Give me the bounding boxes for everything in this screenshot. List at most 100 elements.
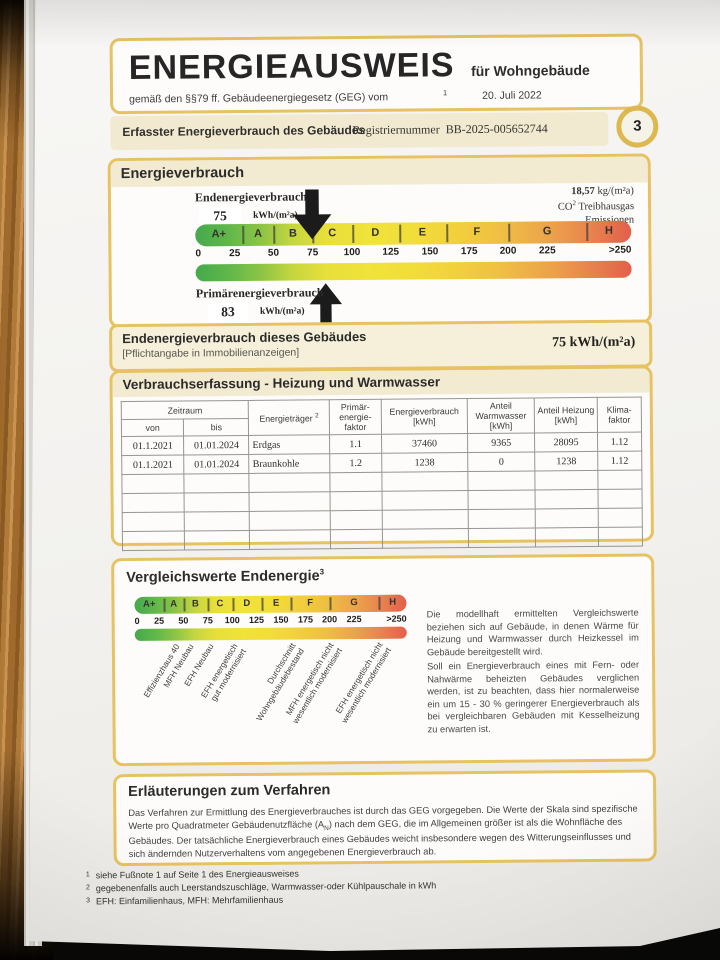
certificate-subtitle: für Wohngebäude: [470, 61, 590, 80]
law-footnote-ref: 1: [442, 87, 448, 97]
registry-bar: Erfasster Energieverbrauch des Gebäudes …: [110, 111, 609, 151]
section-title: Energieverbrauch: [120, 165, 245, 183]
scale-tick: 75: [202, 615, 213, 626]
comparison-paragraph: Soll ein Energieverbrauch eines mit Fern…: [427, 659, 640, 735]
energy-gradient-band: [195, 260, 632, 282]
header-box: ENERGIEAUSWEIS für Wohngebäude gemäß den…: [109, 33, 644, 115]
scale-class-label: F: [307, 597, 314, 609]
scale-class-label: D: [243, 597, 251, 610]
comparison-text: Die modellhaft ermittelten Vergleichswer…: [427, 607, 640, 736]
law-text: gemäß den §§79 ff. Gebäudeenergiegesetz …: [129, 90, 389, 106]
consumption-table: Zeitraum Energieträger 2 Primär- energie…: [121, 397, 643, 552]
down-arrow-icon: [291, 189, 333, 240]
comparison-labels: Effizienzhaus 40 MFH Neubau EFH Neubau E…: [135, 640, 408, 758]
comparison-scale: A+ A B C D E F G H 0 25 50 75 100 125: [134, 594, 407, 645]
mandatory-subtitle: [Pflichtangabe in Immobilienanzeigen]: [122, 346, 300, 361]
scale-class-label: G: [350, 597, 358, 609]
col-energieverbrauch: Energieverbrauch [kWh]: [381, 398, 468, 435]
scale-tick: 0: [195, 248, 202, 260]
comparison-scale-ticks: 0 25 50 75 100 125 150 175 200 225 >250: [135, 614, 407, 627]
col-energietraeger: Energieträger 2: [248, 399, 330, 436]
scale-class-label: F: [473, 225, 481, 239]
mandatory-title: Endenergieverbrauch dieses Gebäudes: [122, 328, 367, 347]
scale-tick: >250: [386, 613, 407, 624]
comparison-paragraph: Die modellhaft ermittelten Vergleichswer…: [426, 607, 639, 658]
co2-value: 18,57: [571, 185, 595, 198]
page-badge: 3: [616, 105, 659, 148]
energy-class-band: A+ A B C D E F G H: [195, 220, 632, 247]
scale-tick: 125: [248, 614, 265, 625]
footnotes: 1 siehe Fußnote 1 auf Seite 1 des Energie…: [86, 866, 606, 910]
scale-tick: 100: [343, 246, 361, 259]
col-primaerfaktor: Primär- energie- faktor: [329, 399, 382, 435]
table-row-empty: [122, 527, 643, 551]
primary-energy-label: Primärenergieverbrauch: [195, 285, 324, 301]
end-energy-value: 75: [213, 208, 227, 224]
scale-class-label: H: [389, 596, 397, 608]
section-mandatory: Endenergieverbrauch dieses Gebäudes [Pfl…: [109, 319, 653, 373]
primary-energy-unit: kWh/(m²a): [259, 306, 305, 317]
energy-scale: A+ A B C D E F G H 0 25 50 75 100 125: [195, 189, 632, 326]
scale-tick: 150: [421, 246, 439, 258]
scale-tick: 200: [499, 245, 517, 257]
scale-class-label: D: [371, 226, 380, 239]
scale-tick: 125: [382, 246, 400, 258]
scale-tick: 175: [297, 614, 314, 625]
scale-tick: >250: [608, 244, 632, 256]
scale-class-label: E: [418, 226, 427, 239]
col-anteil-warmwasser: Anteil Warmwasser [kWh]: [466, 397, 535, 434]
scale-tick: 225: [538, 245, 556, 257]
col-anteil-heizung: Anteil Heizung [kWh]: [534, 397, 598, 433]
col-klimafaktor: Klima- faktor: [596, 397, 642, 433]
footnote-item: 2 gegebenenfalls auch Leerstandszuschläge…: [85, 880, 437, 894]
scale-class-label: B: [191, 598, 199, 610]
scale-class-label: A+: [211, 228, 227, 241]
comparison-gradient-band: [134, 626, 407, 641]
scale-tick: 100: [224, 615, 240, 626]
scale-class-label: E: [272, 597, 280, 609]
registry-number: Registriernummer BB-2025-005652744: [352, 121, 548, 138]
scale-tick: 50: [267, 247, 280, 259]
certificate-title: ENERGIEAUSWEIS: [128, 46, 455, 88]
scale-class-label: A: [254, 227, 263, 240]
col-zeitraum: Zeitraum: [121, 400, 249, 420]
registry-label: Erfasster Energieverbrauch des Gebäudes: [122, 122, 366, 140]
scale-tick: 50: [178, 615, 189, 626]
section-comparison: Vergleichswerte Endenergie3 A+ A B C D E…: [111, 553, 656, 767]
section-consumption-table: Verbrauchserfassung - Heizung und Warmwa…: [109, 365, 654, 551]
law-line: gemäß den §§79 ff. Gebäudeenergiegesetz …: [129, 87, 542, 105]
scale-tick: 175: [460, 245, 478, 258]
consumption-table-title: Verbrauchserfassung - Heizung und Warmwa…: [122, 374, 441, 393]
law-date: 20. Juli 2022: [482, 89, 542, 102]
scale-class-label: C: [216, 598, 224, 610]
co2-unit: kg/(m²a): [597, 185, 634, 197]
scale-tick: 25: [154, 615, 165, 626]
scale-tick: 200: [322, 614, 338, 625]
section-explanation: Erläuterungen zum Verfahren Das Verfahre…: [112, 769, 657, 867]
explanation-text: Das Verfahren zur Ermittlung des Energie…: [128, 803, 638, 860]
scale-tick: 225: [346, 613, 362, 625]
scale-class-label: H: [604, 224, 614, 237]
col-bis: bis: [183, 418, 249, 437]
scale-class-label: A+: [142, 598, 156, 610]
primary-energy-value: 83: [221, 304, 235, 320]
mandatory-value: 75 kWh/(m²a): [552, 334, 636, 351]
scale-tick: 150: [273, 614, 289, 625]
energy-scale-ticks: 0 25 50 75 100 125 150 175 200 225 >250: [195, 245, 631, 261]
scale-class-label: G: [542, 225, 552, 238]
primary-energy-value-box: 83: [207, 301, 249, 323]
scale-tick: 0: [134, 615, 140, 626]
footnote-item: 3 EFH: Einfamilienhaus, MFH: Mehrfamilien…: [86, 894, 284, 907]
explanation-title: Erläuterungen zum Verfahren: [128, 782, 331, 801]
section-energieverbrauch: Energieverbrauch Endenergieverbrauch 75 …: [107, 153, 653, 329]
comparison-title: Vergleichswerte Endenergie3: [126, 567, 325, 586]
scale-tick: 25: [229, 248, 241, 260]
scale-class-label: A: [170, 598, 178, 610]
comparison-label: Effizienzhaus 40: [141, 642, 182, 700]
scale-tick: 75: [307, 247, 319, 259]
col-von: von: [121, 419, 184, 437]
comparison-class-band: A+ A B C D E F G H: [134, 594, 407, 614]
up-arrow-icon: [305, 283, 347, 326]
